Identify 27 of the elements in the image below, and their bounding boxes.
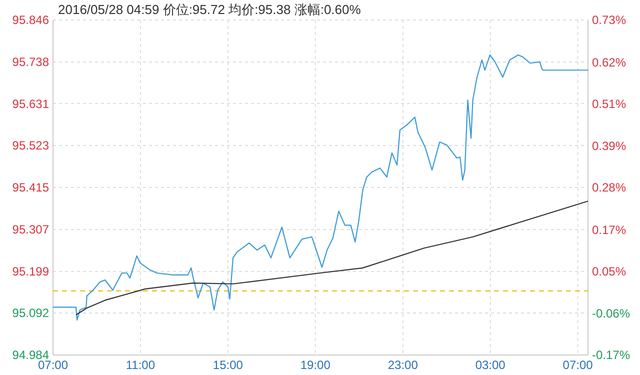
x-tick-label: 07:00 xyxy=(562,358,594,372)
x-tick-label: 15:00 xyxy=(212,358,244,372)
y-tick-label: 95.092 xyxy=(12,306,50,320)
y2-tick-label: 0.28% xyxy=(592,180,626,195)
y-tick-label: 95.415 xyxy=(12,180,50,195)
y-tick-label: 95.738 xyxy=(12,55,50,70)
line-series xyxy=(52,54,589,321)
y2-tick-label: 0.05% xyxy=(592,264,626,279)
x-tick-label: 11:00 xyxy=(126,358,156,372)
y2-tick-label: -0.06% xyxy=(592,306,630,320)
y-tick-label: 95.523 xyxy=(12,138,50,153)
y2-tick-label: 0.39% xyxy=(592,138,626,153)
chart-title: 2016/05/28 04:59 价位:95.72 均价:95.38 涨幅:0.60% xyxy=(58,2,362,17)
y-tick-label: 95.631 xyxy=(12,96,50,111)
x-tick-label: 19:00 xyxy=(300,358,331,372)
y2-tick-label: 0.62% xyxy=(592,55,626,70)
y-tick-label: 95.307 xyxy=(12,222,50,237)
line-series xyxy=(75,200,589,316)
y-tick-label: 95.199 xyxy=(12,264,50,279)
y2-tick-label: 0.17% xyxy=(592,222,626,237)
x-tick-label: 23:00 xyxy=(388,358,418,372)
x-tick-label: 07:00 xyxy=(38,358,68,372)
y-tick-label: 95.846 xyxy=(12,13,50,28)
y2-tick-label: 0.73% xyxy=(592,13,626,28)
y2-tick-label: -0.17% xyxy=(592,348,630,362)
y2-tick-label: 0.51% xyxy=(592,96,626,111)
x-tick-label: 03:00 xyxy=(475,358,506,372)
